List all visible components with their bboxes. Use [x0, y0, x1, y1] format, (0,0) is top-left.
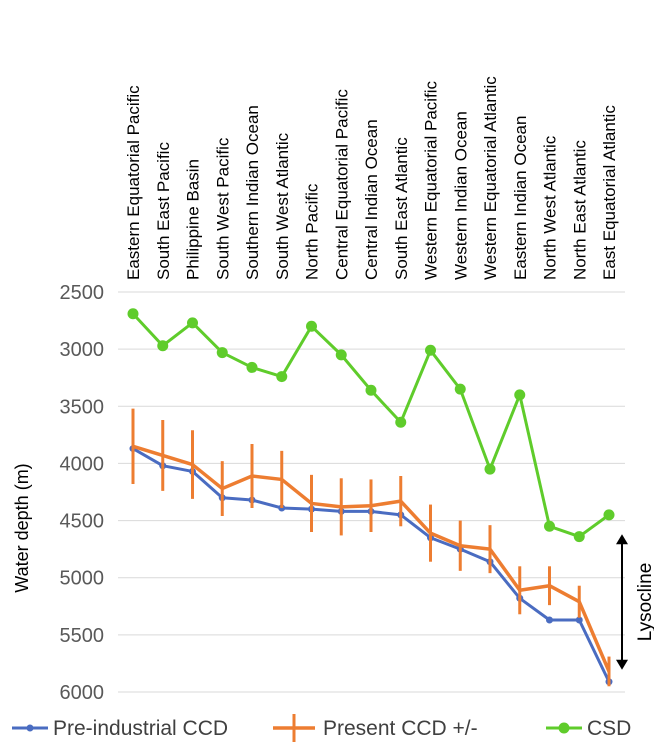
- x-category-label: South East Pacific: [154, 142, 173, 280]
- legend-marker: [26, 724, 34, 732]
- x-category-label: Southern Indian Ocean: [243, 105, 262, 280]
- data-point: [335, 349, 347, 361]
- x-axis-categories: Eastern Equatorial Pacific South East Pac…: [124, 76, 619, 280]
- data-point: [603, 509, 615, 521]
- legend: Pre-industrial CCD Present CCD +/- CSD: [12, 714, 631, 742]
- lysocline-annotation: Lysocline: [616, 534, 654, 670]
- y-axis-ticks: 2500 3000 3500 4000 4500 5000 5500 6000: [60, 282, 105, 704]
- data-point: [454, 383, 466, 395]
- data-point: [575, 616, 583, 624]
- x-category-label: North East Atlantic: [570, 140, 589, 280]
- x-category-label: Western Equatorial Atlantic: [481, 76, 500, 280]
- data-point: [246, 361, 258, 373]
- y-tick-label: 5000: [60, 568, 105, 590]
- legend-item: CSD: [546, 717, 631, 740]
- x-category-label: Philippine Basin: [184, 159, 203, 280]
- x-category-label: North Pacific: [303, 183, 322, 280]
- x-category-label: South East Atlantic: [392, 137, 411, 280]
- data-point: [306, 320, 317, 332]
- y-tick-label: 5500: [60, 625, 105, 647]
- legend-item: Pre-industrial CCD: [12, 717, 228, 740]
- data-point: [395, 416, 407, 428]
- x-category-label: South West Atlantic: [273, 132, 292, 280]
- data-point: [544, 520, 555, 532]
- data-point: [187, 317, 198, 329]
- data-point: [365, 384, 377, 396]
- x-category-label: Western Equatorial Pacific: [422, 80, 441, 280]
- x-category-label: Eastern Equatorial Pacific: [124, 85, 143, 280]
- series-present-ccd: [131, 408, 611, 687]
- x-category-label: East Equatorial Atlantic: [600, 105, 619, 280]
- data-point: [514, 389, 526, 401]
- arrowhead-up: [616, 534, 628, 545]
- x-category-label: Central Indian Ocean: [362, 119, 381, 280]
- x-category-label: Central Equatorial Pacific: [332, 89, 351, 280]
- arrowhead-down: [616, 659, 628, 670]
- x-category-label: South West Pacific: [213, 137, 232, 280]
- y-tick-label: 4000: [60, 453, 105, 475]
- data-point: [157, 340, 169, 352]
- data-point: [127, 308, 139, 320]
- series-line: [132, 444, 611, 673]
- legend-marker: [558, 722, 570, 734]
- y-tick-label: 2500: [60, 282, 105, 304]
- legend-label: CSD: [587, 717, 631, 740]
- x-category-label: Eastern Indian Ocean: [511, 116, 530, 280]
- x-category-label: North West Atlantic: [541, 135, 560, 280]
- data-point: [276, 371, 288, 383]
- series-csd: [127, 308, 615, 543]
- y-tick-label: 4500: [60, 511, 105, 533]
- y-tick-label: 3500: [60, 396, 105, 418]
- series-layer: [127, 308, 615, 687]
- y-tick-label: 3000: [60, 339, 105, 361]
- legend-label: Pre-industrial CCD: [53, 717, 228, 740]
- lysocline-label: Lysocline: [635, 563, 654, 642]
- x-category-label: Western Indian Ocean: [451, 111, 470, 280]
- data-point: [484, 463, 496, 475]
- data-point: [425, 344, 436, 356]
- y-axis-title: Water depth (m): [12, 463, 32, 592]
- data-point: [216, 347, 228, 359]
- legend-item: Present CCD +/-: [273, 714, 478, 742]
- data-point: [573, 531, 585, 543]
- y-tick-label: 6000: [60, 682, 105, 704]
- legend-label: Present CCD +/-: [323, 717, 478, 740]
- data-point: [546, 616, 553, 624]
